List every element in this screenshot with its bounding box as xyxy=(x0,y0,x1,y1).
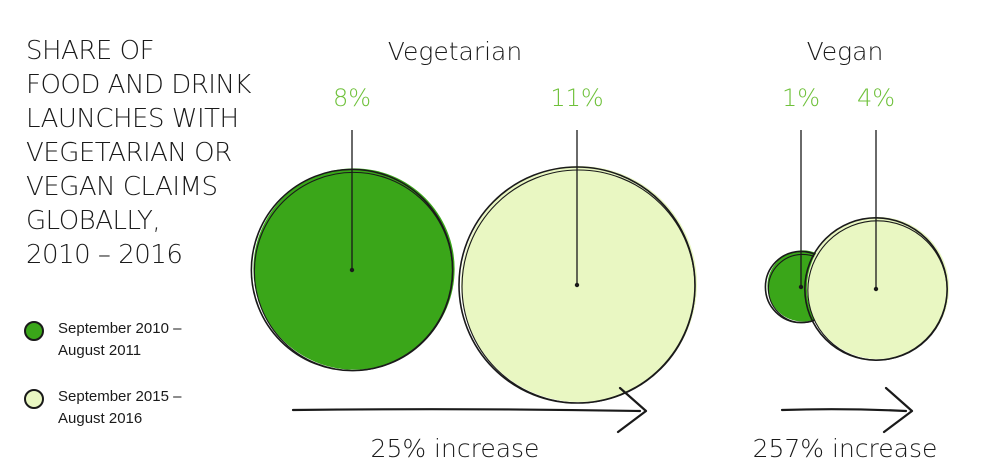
bubble-outline2-vegan-2 xyxy=(807,220,948,361)
increase-label-vegetarian: 25% increase xyxy=(371,434,540,463)
legend-swatch-2015 xyxy=(24,389,44,409)
legend-item-2010: September 2010 – August 2011 xyxy=(24,318,218,362)
increase-label-vegan: 257% increase xyxy=(753,434,938,463)
value-label-vegetarian-2: 11% xyxy=(550,84,603,112)
legend-swatch-2010 xyxy=(24,321,44,341)
value-label-vegan-1: 1% xyxy=(782,84,820,112)
group-title-vegan: Vegan xyxy=(807,37,884,66)
value-label-vegetarian-1: 8% xyxy=(333,84,371,112)
increase-arrow-vegetarian xyxy=(291,408,642,413)
group-title-vegetarian: Vegetarian xyxy=(388,37,522,66)
value-label-vegan-2: 4% xyxy=(857,84,895,112)
legend-label-2015: September 2015 – August 2016 xyxy=(58,388,182,427)
center-dot-vegan-1 xyxy=(798,284,804,290)
increase-arrow-head-vegetarian xyxy=(616,386,648,434)
increase-arrow-vegan xyxy=(780,408,908,413)
bubble-vegetarian-2 xyxy=(461,166,697,402)
increase-arrow-head-vegan xyxy=(882,386,914,434)
center-dot-vegetarian-2 xyxy=(574,282,580,288)
bubble-vegetarian-1 xyxy=(253,168,455,370)
bubble-vegan-2 xyxy=(806,216,950,360)
chart-title: SHARE OF FOOD AND DRINK LAUNCHES WITH VE… xyxy=(26,36,251,270)
center-dot-vegetarian-1 xyxy=(349,267,355,273)
legend-item-2015: September 2015 – August 2016 xyxy=(24,386,218,430)
legend-label-2010: September 2010 – August 2011 xyxy=(58,320,182,359)
bubble-outline2-vegetarian-2 xyxy=(461,169,696,404)
bubble-outline2-vegetarian-1 xyxy=(253,171,454,372)
center-dot-vegan-2 xyxy=(873,286,879,292)
